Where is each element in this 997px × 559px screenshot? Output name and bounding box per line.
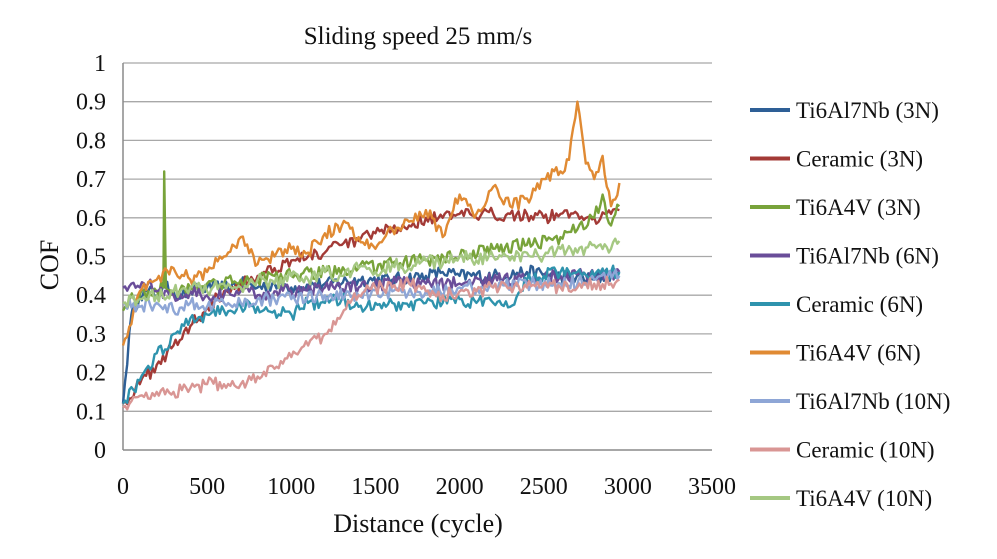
series-line-ti6a4v-3n <box>121 170 621 312</box>
chart-title: Sliding speed 25 mm/s <box>304 23 532 50</box>
x-tick-label-0: 0 <box>117 474 129 500</box>
legend-label-ti6al7nb-10n: Ti6Al7Nb (10N) <box>796 389 950 414</box>
legend-label-ti6al7nb-6n: Ti6Al7Nb (6N) <box>796 244 939 269</box>
series-line-ti6a4v-6n <box>121 100 621 346</box>
y-tick-label-5: 0.5 <box>76 245 106 271</box>
x-tick-label-4: 2000 <box>436 474 484 500</box>
series-line-ceramic-6n <box>122 264 621 405</box>
series-line-ti6a4v-10n <box>122 237 621 308</box>
y-tick-label-4: 0.4 <box>76 283 106 309</box>
x-tick-label-5: 2500 <box>520 474 568 500</box>
y-tick-label-1: 0.1 <box>76 399 106 425</box>
x-tick-label-1: 500 <box>189 474 225 500</box>
x-axis-label: Distance (cycle) <box>333 509 503 538</box>
y-tick-label-8: 0.8 <box>76 128 106 154</box>
y-axis-tick-labels: 0 0.1 0.2 0.3 0.4 0.5 0.6 0.7 0.8 0.9 1 <box>76 51 106 464</box>
x-tick-label-3: 1500 <box>351 474 399 500</box>
x-axis-tick-labels: 0 500 1000 1500 2000 2500 3000 3500 <box>117 474 736 500</box>
legend-label-ceramic-6n: Ceramic (6N) <box>796 292 923 317</box>
x-tick-label-6: 3000 <box>604 474 652 500</box>
legend-label-ti6a4v-6n: Ti6A4V (6N) <box>796 341 921 366</box>
y-tick-label-10: 1 <box>94 51 106 77</box>
y-tick-label-0: 0 <box>94 438 106 464</box>
y-tick-label-2: 0.2 <box>76 361 106 387</box>
x-tick-label-7: 3500 <box>688 474 736 500</box>
legend-label-ti6al7nb-3n: Ti6Al7Nb (3N) <box>796 98 939 123</box>
legend-label-ti6a4v-10n: Ti6A4V (10N) <box>796 486 932 511</box>
y-tick-label-7: 0.7 <box>76 167 106 193</box>
series-lines <box>121 100 621 411</box>
y-axis-label: COF <box>35 240 64 291</box>
series-line-ceramic-10n <box>122 275 620 411</box>
legend: Ti6Al7Nb (3N) Ceramic (3N) Ti6A4V (3N) Ti6A… <box>750 98 950 511</box>
x-tick-label-2: 1000 <box>267 474 315 500</box>
y-tick-label-9: 0.9 <box>76 90 106 116</box>
legend-label-ti6a4v-3n: Ti6A4V (3N) <box>796 195 921 220</box>
legend-label-ceramic-3n: Ceramic (3N) <box>796 147 923 172</box>
legend-label-ceramic-10n: Ceramic (10N) <box>796 438 935 463</box>
y-tick-label-3: 0.3 <box>76 322 106 348</box>
y-tick-label-6: 0.6 <box>76 206 106 232</box>
